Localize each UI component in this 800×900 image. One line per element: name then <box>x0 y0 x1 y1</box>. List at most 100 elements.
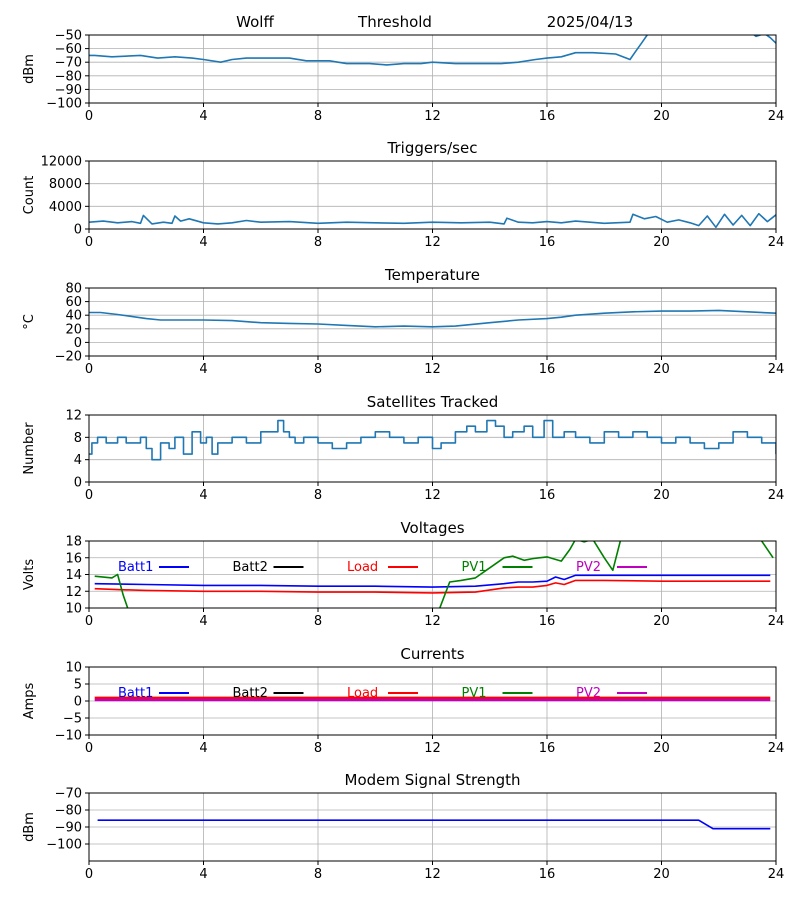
x-tick-label: 4 <box>199 109 207 124</box>
y-tick-label: 12 <box>65 409 82 424</box>
y-tick-label: 14 <box>65 568 82 583</box>
x-tick-label: 20 <box>653 614 670 629</box>
x-tick-label: 24 <box>768 362 785 377</box>
panel-title: Triggers/sec <box>387 139 478 157</box>
x-tick-label: 8 <box>314 614 322 629</box>
x-tick-label: 4 <box>199 741 207 756</box>
grid <box>88 287 777 357</box>
legend-label: Load <box>347 560 378 575</box>
x-tick-label: 12 <box>424 109 441 124</box>
header-date: 2025/04/13 <box>547 13 633 31</box>
x-tick-label: 20 <box>653 362 670 377</box>
x-tick-label: 4 <box>199 867 207 882</box>
x-tick-label: 4 <box>199 362 207 377</box>
y-axis-label: Amps <box>22 682 37 719</box>
y-tick-label: 12 <box>65 585 82 600</box>
legend: Batt1 Batt2 Load PV1 PV2 <box>118 560 647 575</box>
y-tick-label: 0 <box>74 336 82 351</box>
x-tick-label: 4 <box>199 614 207 629</box>
legend-label: Batt2 <box>233 686 268 701</box>
y-tick-label: 5 <box>74 678 82 693</box>
y-tick-label: −80 <box>55 69 82 84</box>
x-tick-label: 20 <box>653 109 670 124</box>
y-tick-label: −70 <box>55 787 82 802</box>
legend-label: PV2 <box>576 560 601 575</box>
x-tick-label: 8 <box>314 488 322 503</box>
y-tick-label: 0 <box>74 476 82 491</box>
panel-modem: 0 4 8 12 16 20 24 −100 −90 −80 −70 Modem Signal Str… <box>22 771 784 882</box>
x-tick-label: 12 <box>424 362 441 377</box>
legend: Batt1 Batt2 Load PV1 PV2 <box>118 686 647 701</box>
x-tick-label: 8 <box>314 235 322 250</box>
x-tick-label: 0 <box>85 867 93 882</box>
y-tick-label: −60 <box>55 42 82 57</box>
x-tick-label: 20 <box>653 488 670 503</box>
series-line-voltages-2 <box>94 579 771 594</box>
x-tick-label: 12 <box>424 867 441 882</box>
series-line-voltages-0 <box>94 574 771 588</box>
legend-label: Load <box>347 686 378 701</box>
x-tick-label: 16 <box>539 867 556 882</box>
x-tick-label: 0 <box>85 488 93 503</box>
y-tick-label: 8 <box>74 431 82 446</box>
grid <box>88 34 777 104</box>
series-group <box>89 35 776 66</box>
x-tick-label: 16 <box>539 109 556 124</box>
panel-triggers: 0 4 8 12 16 20 24 0 4000 8000 12000 Triggers/sec Cou… <box>22 139 784 250</box>
x-tick-label: 20 <box>653 867 670 882</box>
y-tick-label: 0 <box>74 223 82 238</box>
y-tick-label: 10 <box>65 661 82 676</box>
x-tick-label: 4 <box>199 488 207 503</box>
x-tick-label: 8 <box>314 109 322 124</box>
y-tick-label: −80 <box>55 804 82 819</box>
x-tick-label: 24 <box>768 235 785 250</box>
x-tick-label: 0 <box>85 362 93 377</box>
y-tick-label: 40 <box>65 309 82 324</box>
x-tick-label: 20 <box>653 235 670 250</box>
x-tick-label: 0 <box>85 235 93 250</box>
series-line-modem-0 <box>97 819 771 830</box>
series-group <box>89 309 776 328</box>
panel-title: Voltages <box>400 519 464 537</box>
series-group <box>89 419 776 461</box>
y-tick-label: −50 <box>55 29 82 44</box>
y-tick-label: 20 <box>65 322 82 337</box>
y-tick-label: 0 <box>74 695 82 710</box>
x-tick-label: 24 <box>768 488 785 503</box>
x-tick-label: 24 <box>768 867 785 882</box>
series-line-voltages-3 <box>94 541 774 608</box>
series-line-satellites-0 <box>89 419 776 461</box>
y-tick-label: −90 <box>55 821 82 836</box>
panel-title: Modem Signal Strength <box>345 771 521 789</box>
x-tick-label: 12 <box>424 741 441 756</box>
y-tick-label: 80 <box>65 282 82 297</box>
x-tick-label: 12 <box>424 614 441 629</box>
x-tick-label: 24 <box>768 741 785 756</box>
x-tick-label: 20 <box>653 741 670 756</box>
y-tick-label: −5 <box>63 712 82 727</box>
grid <box>88 792 777 861</box>
series-line-temperature-0 <box>89 309 776 328</box>
legend-label: PV1 <box>462 560 487 575</box>
y-tick-label: 4000 <box>49 200 82 215</box>
header-label: Threshold <box>357 13 432 31</box>
x-tick-label: 12 <box>424 488 441 503</box>
legend-label: PV1 <box>462 686 487 701</box>
y-tick-label: 18 <box>65 535 82 550</box>
y-tick-label: 60 <box>65 295 82 310</box>
y-axis-label: Count <box>22 176 37 215</box>
x-tick-label: 8 <box>314 362 322 377</box>
y-tick-label: 4 <box>74 453 82 468</box>
y-tick-label: 8000 <box>49 177 82 192</box>
y-tick-label: −70 <box>55 56 82 71</box>
x-tick-label: 8 <box>314 867 322 882</box>
y-axis-label: Volts <box>22 559 37 591</box>
y-axis-label: dBm <box>22 54 37 84</box>
x-tick-label: 16 <box>539 235 556 250</box>
chart-header: Wolff Threshold 2025/04/13 <box>236 13 633 31</box>
legend-label: Batt1 <box>118 686 153 701</box>
